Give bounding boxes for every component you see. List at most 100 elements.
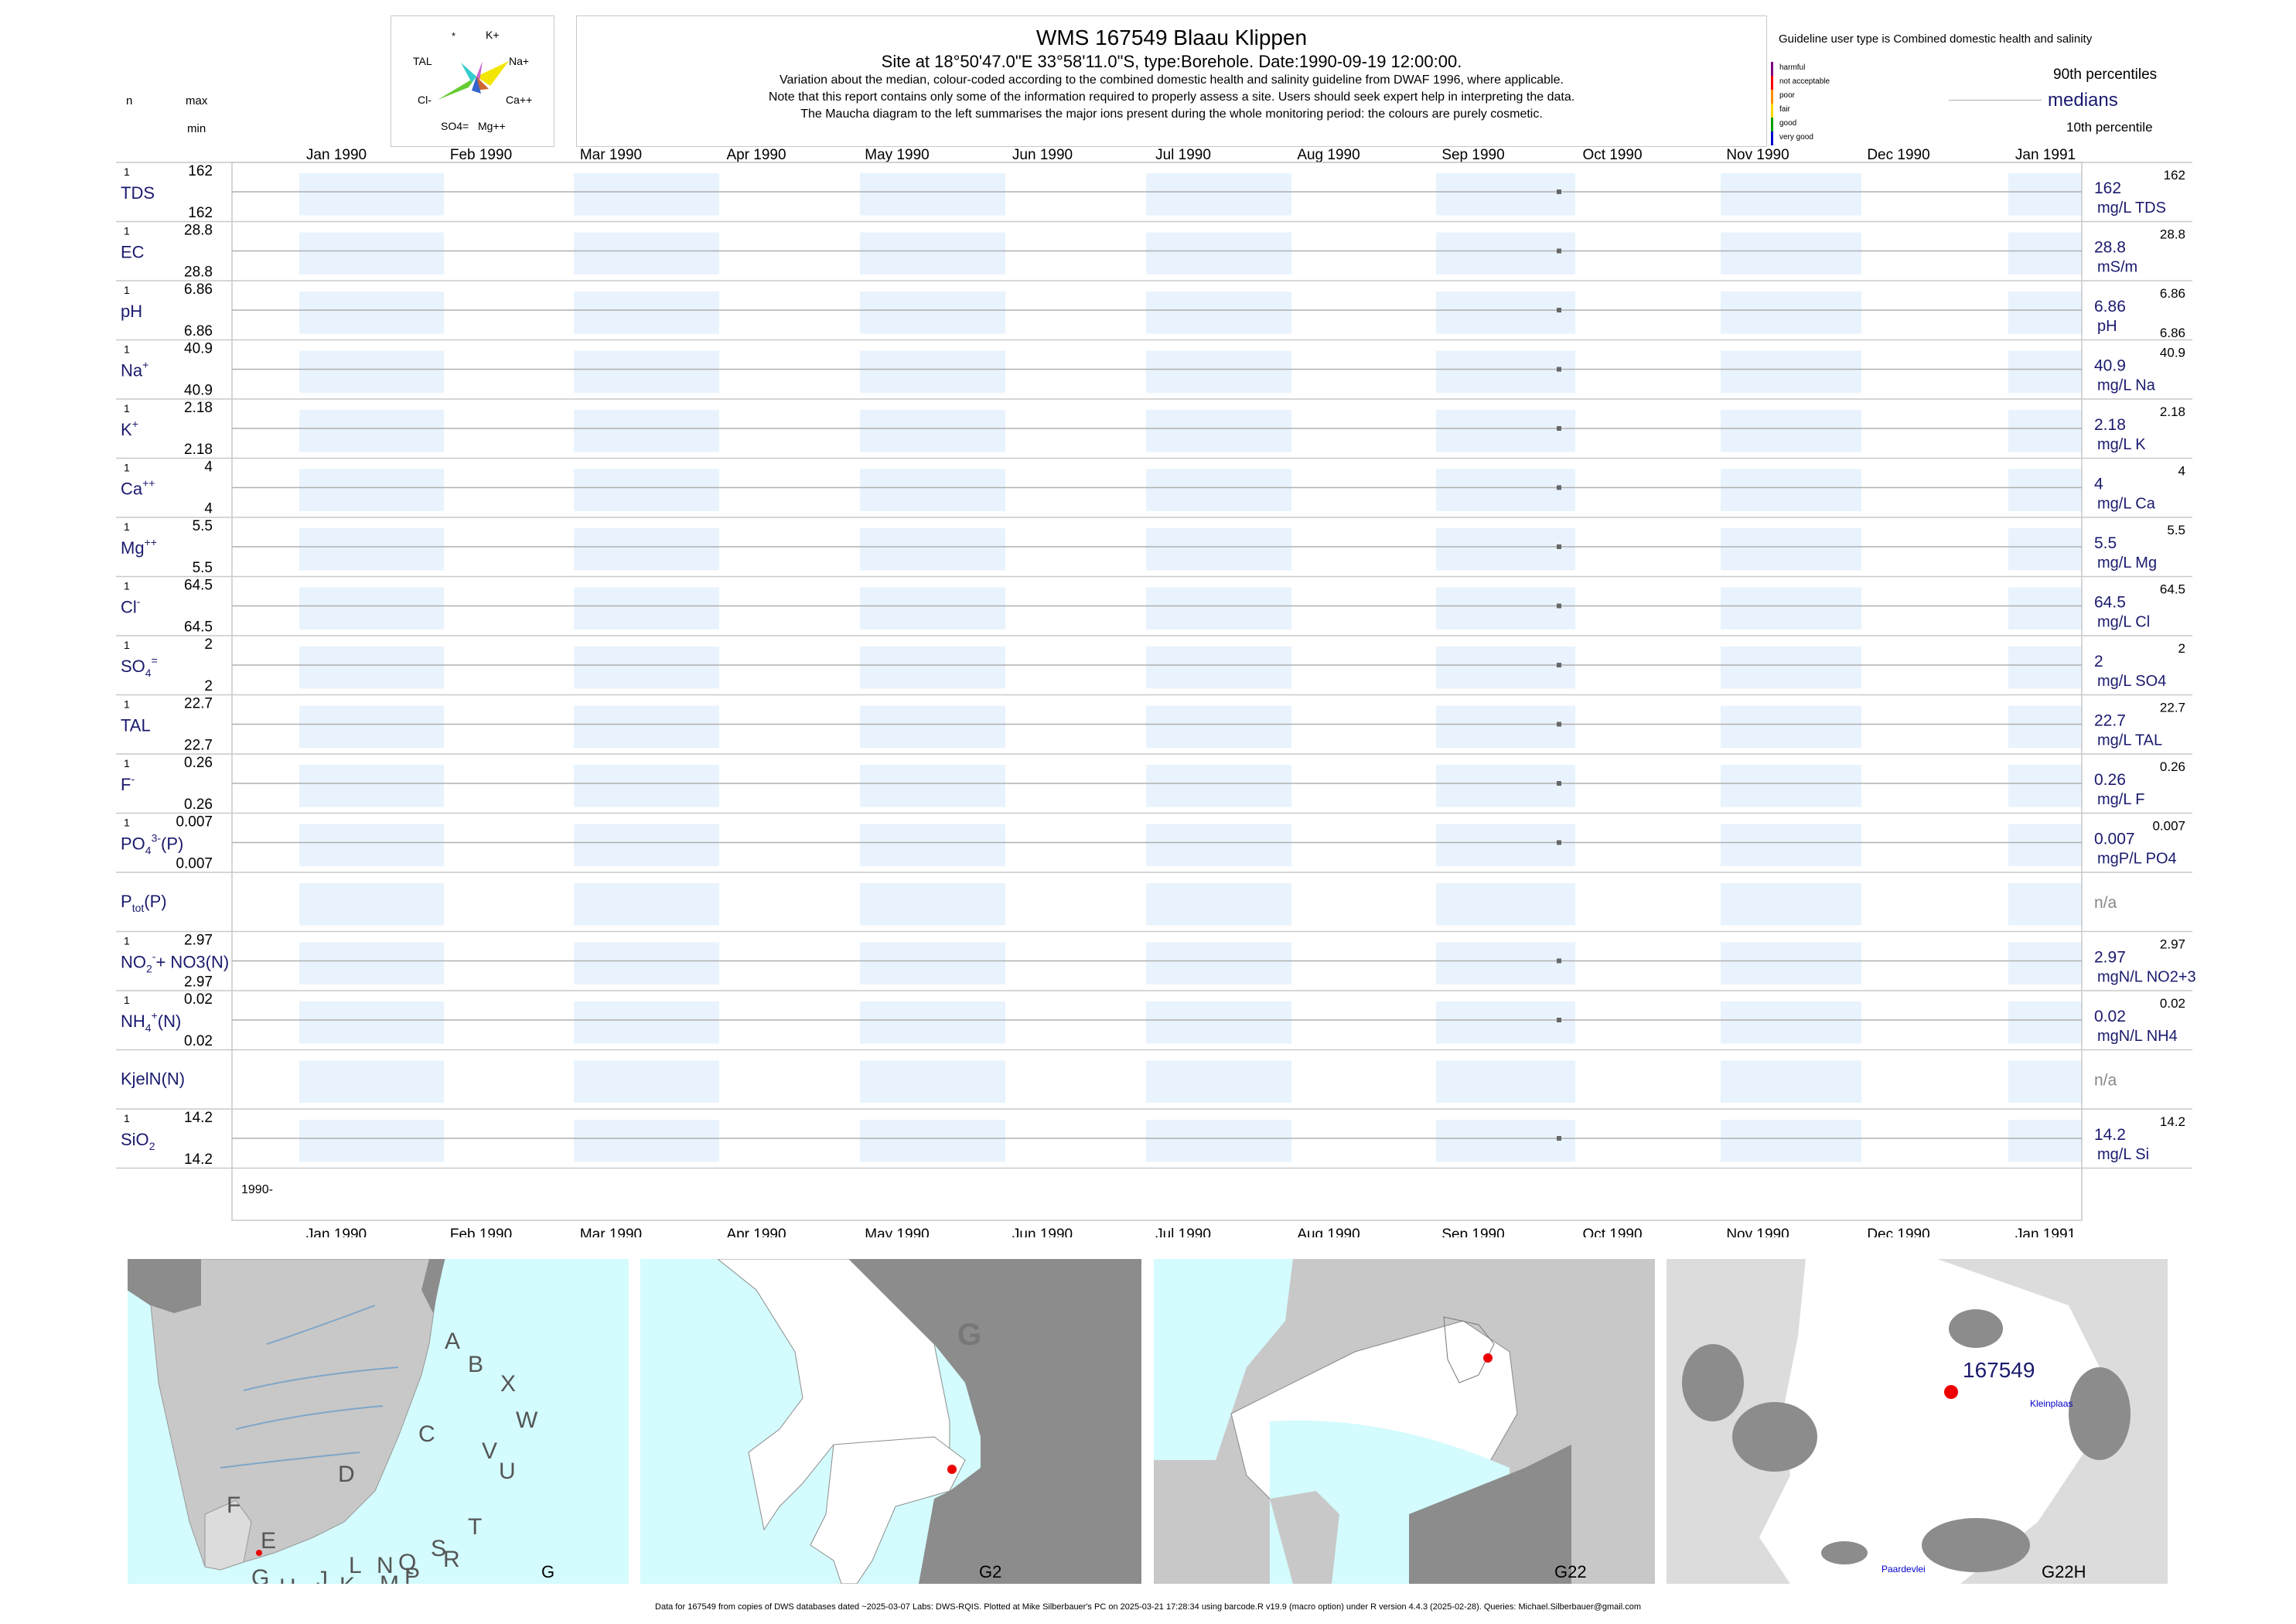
map-panel-g22h: 167549 Kleinplaas Paardevlei G22H <box>1667 1259 2168 1584</box>
row-median-value: 2.97 <box>2094 949 2126 967</box>
map-g22-corner-label: G22 <box>1554 1562 1587 1581</box>
month-band <box>574 883 719 926</box>
month-band <box>1721 587 1861 629</box>
data-point <box>1557 1018 1561 1022</box>
row-n: 1 <box>124 165 130 178</box>
month-band <box>860 410 1005 452</box>
month-band <box>574 942 719 984</box>
month-band <box>574 292 719 334</box>
x-tick-label-bottom: Feb 1990 <box>450 1227 512 1237</box>
x-tick-label-bottom: Jan 1990 <box>306 1227 367 1237</box>
data-point <box>1557 781 1561 786</box>
parameter-label: Cl- <box>121 595 141 617</box>
month-band <box>1146 883 1291 926</box>
catchment-letter: F <box>227 1493 241 1518</box>
row-unit: mS/m <box>2097 259 2137 276</box>
row-max: 0.007 <box>176 814 213 831</box>
month-band <box>1721 1001 1861 1044</box>
row-median-value: 14.2 <box>2094 1126 2126 1144</box>
catchment-letter: V <box>482 1438 498 1464</box>
row-min: 28.8 <box>184 264 213 281</box>
catchment-letter: U <box>499 1459 516 1484</box>
month-band <box>299 173 444 216</box>
month-band <box>1436 587 1575 629</box>
map-g-corner-label: G <box>541 1562 555 1581</box>
catchment-letter: H <box>279 1575 296 1584</box>
month-band <box>1721 232 1861 275</box>
maucha-diagram-box: * K+ TAL Na+ Cl- Ca++ SO4= Mg++ <box>391 15 554 147</box>
month-band <box>2008 173 2083 216</box>
month-band <box>574 587 719 629</box>
month-band <box>1146 232 1291 275</box>
month-band <box>1436 410 1575 452</box>
legend-color-bar <box>1771 118 1773 131</box>
parameter-label: SiO2 <box>121 1130 155 1152</box>
legend-class-label: fair <box>1779 105 1790 114</box>
month-band <box>1146 1001 1291 1044</box>
catchment-letter: S <box>431 1536 447 1561</box>
parameter-label: KjelN(N) <box>121 1070 185 1089</box>
site-marker-g22h <box>1944 1385 1958 1399</box>
month-band <box>1146 1120 1291 1162</box>
month-band <box>1721 410 1861 452</box>
month-band <box>1721 292 1861 334</box>
month-band <box>299 942 444 984</box>
month-band <box>2008 705 2083 748</box>
row-n: 1 <box>124 225 130 237</box>
month-band <box>2008 587 2083 629</box>
month-band <box>860 883 1005 926</box>
x-tick-label-top: Aug 1990 <box>1297 147 1360 163</box>
month-band <box>2008 1060 2083 1103</box>
row-p90-value: 4 <box>2178 464 2185 479</box>
row-max: 4 <box>204 459 213 476</box>
month-band <box>1146 765 1291 807</box>
row-median-value: 22.7 <box>2094 712 2126 730</box>
row-p90-value: 40.9 <box>2160 346 2185 360</box>
map-g22h-site-label: 167549 <box>1963 1358 2035 1382</box>
month-band <box>299 350 444 393</box>
row-median-value: 40.9 <box>2094 357 2126 375</box>
month-band <box>1721 350 1861 393</box>
month-band <box>574 765 719 807</box>
parameter-label: NO2-+ NO3(N) <box>121 950 229 975</box>
month-band <box>574 824 719 866</box>
row-p90-value: 2.97 <box>2160 937 2185 952</box>
row-n: 1 <box>124 402 130 415</box>
row-median-value: 4 <box>2094 476 2103 493</box>
month-band <box>1146 1060 1291 1103</box>
row-p10-value: 6.86 <box>2160 326 2185 340</box>
month-band <box>1721 1060 1861 1103</box>
row-min: 40.9 <box>184 383 213 399</box>
month-band <box>860 1060 1005 1103</box>
note-line-1: Variation about the median, colour-coded… <box>780 73 1564 87</box>
row-median-value: 28.8 <box>2094 239 2126 257</box>
max-header: max <box>186 94 208 107</box>
maucha-label-so4: SO4= <box>441 120 469 132</box>
month-band <box>860 824 1005 866</box>
month-band <box>860 765 1005 807</box>
month-band <box>299 528 444 571</box>
month-band <box>1146 647 1291 689</box>
note-line-2: Note that this report contains only some… <box>768 90 1575 104</box>
month-band <box>299 1001 444 1044</box>
row-p90-value: 0.26 <box>2160 759 2185 774</box>
row-n: 1 <box>124 817 130 829</box>
x-tick-label-bottom: Jan 1991 <box>2015 1227 2076 1237</box>
month-band <box>574 173 719 216</box>
month-band <box>299 765 444 807</box>
month-band <box>1146 350 1291 393</box>
month-band <box>574 705 719 748</box>
row-p90-value: 6.86 <box>2160 286 2185 301</box>
x-tick-label-bottom: Apr 1990 <box>726 1227 786 1237</box>
legend-color-bar <box>1771 76 1773 90</box>
row-median-value: 0.007 <box>2094 831 2135 848</box>
legend-color-bar <box>1771 90 1773 104</box>
month-band <box>299 824 444 866</box>
catchment-letter: L <box>349 1553 362 1578</box>
row-unit: mg/L TDS <box>2097 200 2166 217</box>
month-band <box>1146 587 1291 629</box>
month-band <box>2008 765 2083 807</box>
month-band <box>299 647 444 689</box>
month-band <box>860 587 1005 629</box>
legend-class-label: harmful <box>1779 63 1806 72</box>
